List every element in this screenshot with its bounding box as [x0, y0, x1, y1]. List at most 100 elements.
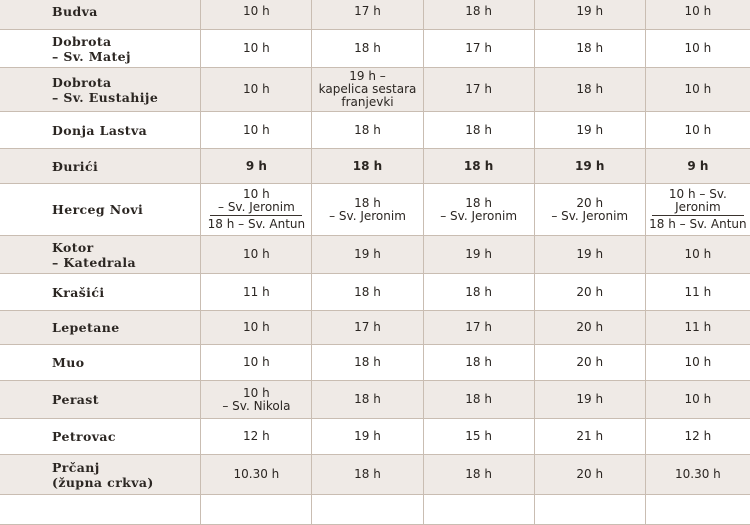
parish-name: Herceg Novi	[47, 183, 202, 236]
time-cell: 10 h	[200, 310, 313, 345]
row-spacer	[0, 454, 47, 495]
table-row: Prčanj (župna crkva) 10.30 h 18 h 18 h 20…	[0, 454, 750, 495]
time-cell: 10 h	[200, 29, 313, 68]
time-cell: 19 h – kapelica sestara franjevki	[311, 67, 424, 112]
row-spacer	[0, 273, 47, 311]
table-row: Budva 10 h 17 h 18 h 19 h 10 h	[0, 0, 750, 30]
time-cell	[200, 494, 313, 525]
time-cell: 20 h	[533, 273, 646, 311]
time-cell: 19 h	[311, 235, 424, 274]
time-cell: 18 h	[311, 111, 424, 149]
time-cell: 20 h	[533, 454, 646, 495]
row-spacer	[0, 111, 47, 149]
parish-name: Lepetane	[47, 310, 202, 345]
row-spacer	[0, 380, 47, 419]
row-spacer	[0, 418, 47, 455]
time-cell: 10 h – Sv. Jeronim 18 h – Sv. Antun	[200, 183, 313, 236]
time-cell: 11 h	[644, 273, 750, 311]
divider	[210, 215, 303, 216]
table-row: Lepetane 10 h 17 h 17 h 20 h 11 h	[0, 310, 750, 345]
row-spacer	[0, 235, 47, 274]
time-cell: 17 h	[422, 29, 535, 68]
table-row: Dobrota – Sv. Eustahije 10 h 19 h – kapeli…	[0, 67, 750, 112]
table-row: Perast 10 h – Sv. Nikola 18 h 18 h 19 h 1…	[0, 380, 750, 419]
table-row: Petrovac 12 h 19 h 15 h 21 h 12 h	[0, 418, 750, 455]
time-cell: 10 h	[644, 235, 750, 274]
time-cell: 10 h	[200, 67, 313, 112]
time-cell: 9 h	[200, 148, 313, 184]
time-cell: 18 h	[422, 148, 535, 184]
table-row: Donja Lastva 10 h 18 h 18 h 19 h 10 h	[0, 111, 750, 149]
time-cell: 17 h	[311, 0, 424, 30]
time-cell: 19 h	[533, 235, 646, 274]
time-cell: 10 h	[644, 67, 750, 112]
time-cell: 11 h	[200, 273, 313, 311]
table-row: Kotor – Katedrala 10 h 19 h 19 h 19 h 10 …	[0, 235, 750, 274]
row-spacer	[0, 183, 47, 236]
time-cell: 10 h	[644, 380, 750, 419]
time-cell: 19 h	[311, 418, 424, 455]
time-cell: 19 h	[533, 148, 646, 184]
parish-name	[47, 494, 202, 525]
row-spacer	[0, 0, 47, 30]
time-cell: 11 h	[644, 310, 750, 345]
time-cell: 10 h	[200, 111, 313, 149]
time-cell: 10.30 h	[644, 454, 750, 495]
time-cell: 10.30 h	[200, 454, 313, 495]
row-spacer	[0, 148, 47, 184]
time-cell: 18 h	[422, 273, 535, 311]
time-cell: 10 h	[644, 0, 750, 30]
time-cell: 18 h	[311, 380, 424, 419]
parish-name: Đurići	[47, 148, 202, 184]
time-cell: 19 h	[422, 235, 535, 274]
table-row	[0, 494, 750, 525]
row-spacer	[0, 344, 47, 381]
table-row: Đurići 9 h 18 h 18 h 19 h 9 h	[0, 148, 750, 184]
time-cell	[311, 494, 424, 525]
parish-name: Dobrota – Sv. Eustahije	[47, 67, 202, 112]
time-cell: 18 h	[311, 454, 424, 495]
time-cell: 17 h	[422, 67, 535, 112]
parish-name: Donja Lastva	[47, 111, 202, 149]
time-cell: 10 h – Sv. Jeronim 18 h – Sv. Antun	[644, 183, 750, 236]
row-spacer	[0, 67, 47, 112]
time-cell: 15 h	[422, 418, 535, 455]
time-cell: 18 h	[533, 29, 646, 68]
time-cell: 18 h	[311, 148, 424, 184]
row-spacer	[0, 494, 47, 525]
time-cell: 20 h	[533, 310, 646, 345]
time-cell: 10 h	[200, 0, 313, 30]
divider	[651, 215, 744, 216]
time-cell: 18 h	[422, 380, 535, 419]
time-cell: 18 h	[533, 67, 646, 112]
row-spacer	[0, 310, 47, 345]
parish-name: Prčanj (župna crkva)	[47, 454, 202, 495]
parish-name: Budva	[47, 0, 202, 30]
time-cell: 19 h	[533, 380, 646, 419]
time-cell	[422, 494, 535, 525]
time-cell: 9 h	[644, 148, 750, 184]
time-cell: 18 h	[311, 29, 424, 68]
table-row: Herceg Novi 10 h – Sv. Jeronim 18 h – Sv…	[0, 183, 750, 236]
parish-name: Muo	[47, 344, 202, 381]
time-cell: 12 h	[644, 418, 750, 455]
row-spacer	[0, 29, 47, 68]
parish-name: Perast	[47, 380, 202, 419]
time-cell	[533, 494, 646, 525]
time-cell: 10 h	[644, 344, 750, 381]
parish-name: Kotor – Katedrala	[47, 235, 202, 274]
parish-name: Petrovac	[47, 418, 202, 455]
parish-name: Dobrota – Sv. Matej	[47, 29, 202, 68]
time-cell: 20 h	[533, 344, 646, 381]
table-row: Muo 10 h 18 h 18 h 20 h 10 h	[0, 344, 750, 381]
table-row: Dobrota – Sv. Matej 10 h 18 h 17 h 18 h 1…	[0, 29, 750, 68]
time-cell: 10 h	[200, 235, 313, 274]
time-cell	[644, 494, 750, 525]
time-cell: 18 h	[422, 454, 535, 495]
time-cell: 19 h	[533, 0, 646, 30]
time-cell: 18 h	[311, 344, 424, 381]
time-cell: 17 h	[311, 310, 424, 345]
time-cell: 17 h	[422, 310, 535, 345]
table-row: Krašići 11 h 18 h 18 h 20 h 11 h	[0, 273, 750, 311]
